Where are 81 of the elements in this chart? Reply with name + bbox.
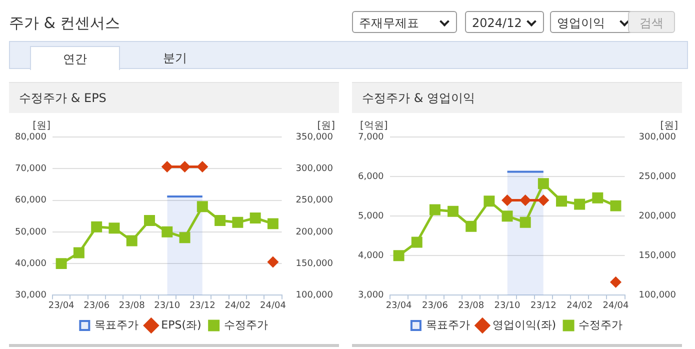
text: 분기: [162, 50, 188, 67]
y2-axis-title: [원]: [317, 120, 336, 132]
y-tick-label: 60,000: [14, 196, 47, 206]
x-tick-label: 24/04: [260, 300, 286, 311]
text: 연간: [30, 46, 120, 70]
point: [574, 198, 586, 210]
point: [267, 218, 278, 230]
x-tick-label: 23/10: [154, 300, 180, 311]
y2-tick-label: 200,000: [638, 211, 676, 222]
y2-tick-label: 300,000: [296, 164, 334, 174]
y-tick-label: 3,000: [358, 290, 384, 301]
y2-tick-label: 100,000: [638, 290, 676, 301]
text: 주재무제표: [352, 11, 457, 33]
point: [214, 215, 226, 226]
y2-tick-label: 200,000: [296, 227, 334, 238]
point: [466, 220, 477, 232]
point: [56, 258, 67, 270]
point: [393, 250, 404, 262]
y-tick-label: 6,000: [358, 172, 384, 182]
text: 영업이익: [550, 11, 637, 33]
legend-label: 목표주가: [426, 318, 470, 332]
point: [484, 196, 495, 207]
point: [73, 247, 84, 258]
y-tick-label: 7,000: [358, 132, 384, 142]
point: [250, 212, 261, 224]
x-tick-label: 23/06: [422, 300, 448, 311]
legend-label: 목표주가: [94, 318, 139, 332]
point: [144, 215, 155, 226]
point: [162, 226, 173, 238]
point: [232, 216, 244, 228]
point: [179, 232, 190, 244]
legend-label: EPS(좌): [161, 318, 202, 332]
y-tick-label: 30,000: [14, 290, 47, 301]
point: [196, 201, 208, 212]
y2-tick-label: 150,000: [296, 258, 334, 269]
point: [91, 221, 102, 232]
x-tick-label: 23/08: [118, 300, 146, 311]
y2-axis-title: [원]: [660, 120, 678, 132]
y-tick-label: 40,000: [14, 258, 47, 269]
chart-title: 수정주가 & 영업이익: [352, 82, 682, 113]
point: [429, 204, 440, 216]
x-tick-label: 24/02: [566, 300, 593, 311]
point: [502, 210, 513, 222]
x-tick-label: 23/10: [494, 300, 521, 311]
x-tick-label: 23/06: [84, 300, 110, 311]
y2-tick-label: 250,000: [296, 196, 334, 206]
y-tick-label: 5,000: [358, 211, 384, 222]
y2-tick-label: 150,000: [638, 250, 676, 261]
x-tick-label: 23/08: [458, 300, 484, 311]
legend-label: 수정주가: [224, 318, 268, 332]
x-tick-label: 24/04: [602, 300, 629, 311]
point: [538, 178, 549, 190]
y-tick-label: 4,000: [358, 250, 384, 261]
y2-tick-label: 250,000: [638, 172, 676, 182]
y-tick-label: 70,000: [14, 164, 47, 174]
y2-tick-label: 100,000: [296, 290, 334, 301]
point: [108, 222, 120, 234]
legend-label: 영업이익(좌): [492, 318, 556, 332]
x-tick-label: 23/04: [386, 300, 412, 311]
x-tick-label: 23/12: [189, 300, 216, 311]
chart-title: 수정주가 & EPS: [9, 82, 339, 113]
point: [411, 236, 422, 248]
legend-label: 수정주가: [578, 318, 623, 332]
point: [126, 235, 138, 246]
point: [556, 196, 567, 207]
point: [448, 206, 459, 217]
y-axis-title: [원]: [32, 120, 51, 132]
point: [520, 216, 531, 228]
x-tick-label: 23/04: [48, 300, 75, 311]
y2-tick-label: 300,000: [638, 132, 676, 142]
text: 주가 & 컨센서스: [9, 14, 120, 33]
y-axis-title: [억원]: [360, 120, 388, 132]
text: 검색: [628, 11, 675, 33]
text: 2024/12: [465, 11, 544, 33]
y-tick-label: 80,000: [14, 132, 47, 142]
point: [592, 192, 604, 204]
x-tick-label: 24/02: [224, 300, 251, 311]
y2-tick-label: 350,000: [296, 132, 334, 142]
x-tick-label: 23/12: [530, 300, 556, 311]
y-tick-label: 50,000: [14, 227, 47, 238]
point: [610, 200, 622, 212]
